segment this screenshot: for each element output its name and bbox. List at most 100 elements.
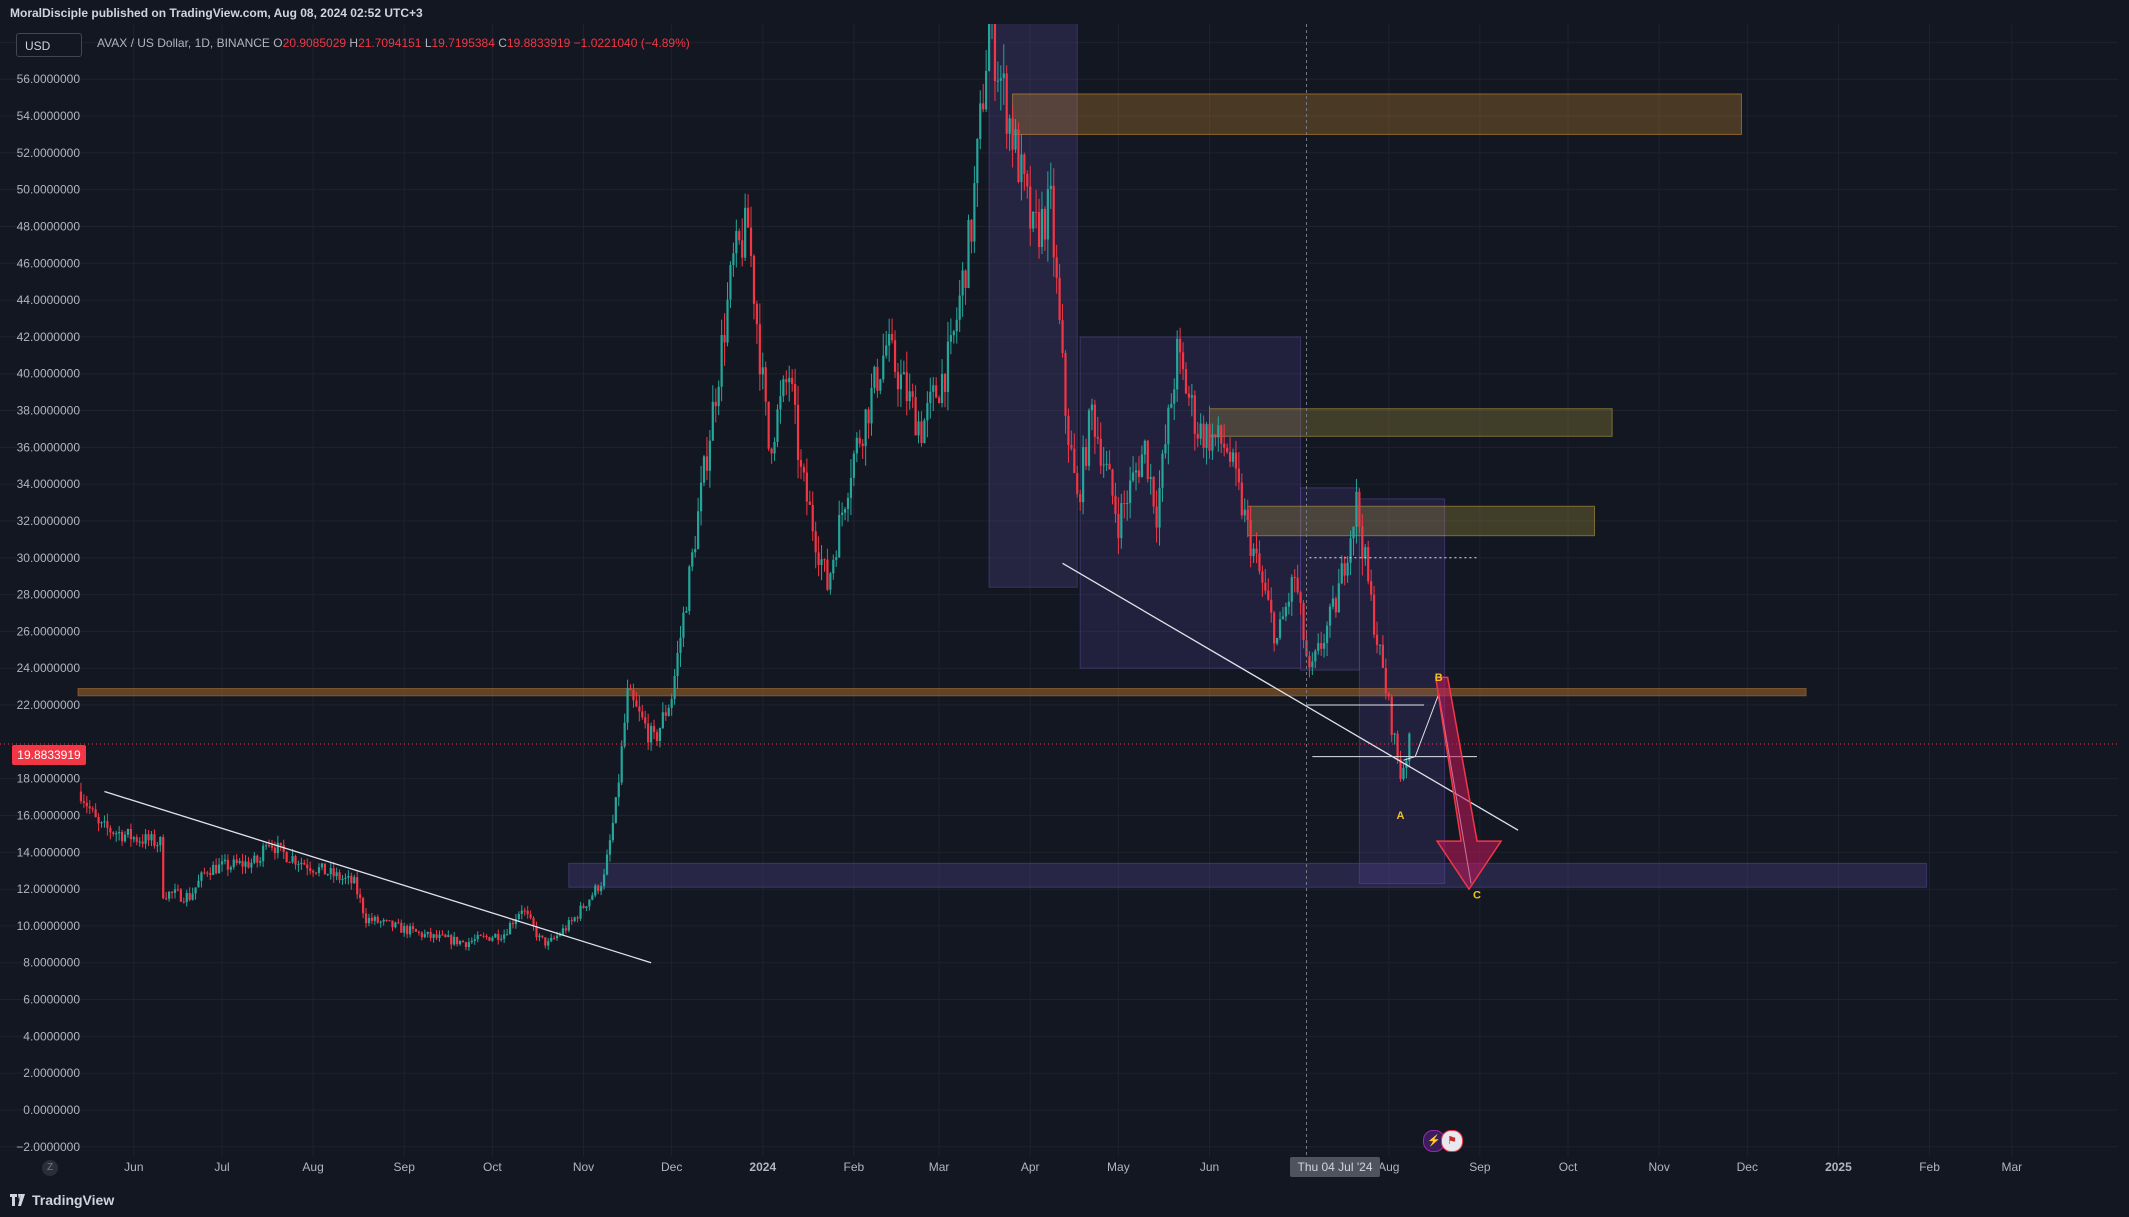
candle [664, 704, 667, 721]
candle [685, 606, 688, 613]
candle [979, 90, 982, 150]
candle-body [623, 722, 626, 747]
candle [1302, 600, 1305, 649]
candle-body [147, 834, 150, 841]
candle [993, 24, 997, 101]
candle-body [799, 460, 803, 467]
candle-body [1002, 73, 1005, 79]
candle-body [82, 801, 85, 803]
candle-body [1387, 693, 1390, 697]
candle [855, 432, 858, 463]
candle [820, 545, 823, 581]
candle-body [1067, 415, 1070, 446]
candle [1308, 651, 1311, 678]
candle [838, 500, 841, 559]
candle [905, 351, 908, 416]
candle [138, 837, 141, 847]
candle-body [1131, 472, 1135, 481]
candle [1202, 415, 1205, 459]
candle-body [156, 845, 159, 847]
candle [1181, 342, 1185, 381]
x-tick-label: Oct [1559, 1160, 1578, 1174]
candle [1375, 621, 1379, 654]
candle [1299, 590, 1302, 615]
candle-body [550, 937, 553, 942]
candle [511, 918, 515, 929]
candle [458, 940, 462, 946]
zone-box-purple [1079, 336, 1302, 669]
y-tick-label: 0.0000000 [23, 1103, 80, 1117]
candle-body [579, 905, 582, 919]
tradingview-logo[interactable]: TradingView [10, 1192, 114, 1208]
candle-body [564, 928, 567, 931]
candle [112, 831, 115, 837]
candle [938, 395, 941, 404]
candle [1170, 393, 1173, 409]
candle [1161, 449, 1164, 502]
candle-body [741, 240, 744, 258]
price-chart[interactable]: 58.000000056.000000054.000000052.0000000… [0, 24, 2129, 1184]
legend-close-value: 19.8833919 [506, 36, 571, 50]
candle [1267, 578, 1270, 601]
y-tick-label: 56.0000000 [17, 72, 81, 86]
candle [344, 873, 347, 884]
candle [1032, 210, 1035, 233]
time-axis[interactable]: Jun Jul Aug Sep Oct Nov Dec 2024 Feb Mar Apr May Jun… [124, 1160, 2022, 1174]
candle [188, 887, 191, 902]
candle-body [626, 688, 629, 723]
candle-body [594, 885, 597, 896]
candle-body [1320, 643, 1323, 649]
candle [1134, 462, 1138, 491]
candle [761, 352, 764, 390]
candle-body [1040, 208, 1044, 247]
x-tick-label: Aug [302, 1160, 323, 1174]
candle [409, 923, 412, 938]
candle-body [523, 910, 526, 912]
candle-body [505, 934, 509, 936]
candle [129, 823, 133, 847]
candle-body [632, 689, 635, 701]
candle [209, 867, 212, 881]
wave-line [1403, 756, 1416, 761]
candle-body [570, 920, 573, 922]
candle [573, 916, 576, 923]
candle [118, 825, 121, 841]
candle [126, 828, 130, 838]
candle [1240, 473, 1243, 520]
tradingview-logo-icon [10, 1194, 25, 1206]
candle [1320, 631, 1323, 656]
candle-body [1049, 185, 1052, 190]
candle [802, 463, 806, 482]
candle [379, 920, 382, 928]
candle [1014, 119, 1017, 153]
candle-body [711, 401, 714, 441]
us-flag-icon[interactable]: ⚑ [1441, 1130, 1463, 1152]
candle-body [1331, 598, 1335, 607]
zoom-button[interactable]: Z [42, 1160, 58, 1176]
candle [514, 914, 518, 929]
candle [1408, 732, 1411, 768]
candle [1037, 198, 1041, 259]
candle [608, 834, 612, 862]
candle-body [1317, 643, 1320, 651]
candle-body [356, 877, 359, 895]
candle-body [1102, 464, 1105, 466]
candle-body [91, 808, 94, 810]
candle [882, 333, 885, 383]
candle [1055, 244, 1058, 294]
candle [620, 740, 623, 786]
x-tick-label: Nov [573, 1160, 594, 1174]
candle-body [935, 385, 938, 398]
candle-body [1214, 434, 1217, 438]
candle-body [303, 862, 306, 865]
candle-body [967, 219, 970, 288]
candle [100, 821, 103, 828]
bottom-bar [0, 1185, 2129, 1217]
y-tick-label: 6.0000000 [23, 993, 80, 1007]
y-tick-label: 10.0000000 [17, 919, 81, 933]
candle [1208, 405, 1211, 459]
candle-body [667, 707, 670, 716]
candle-body [473, 939, 476, 941]
y-tick-label: 42.0000000 [17, 330, 81, 344]
currency-button[interactable]: USD [16, 33, 82, 57]
